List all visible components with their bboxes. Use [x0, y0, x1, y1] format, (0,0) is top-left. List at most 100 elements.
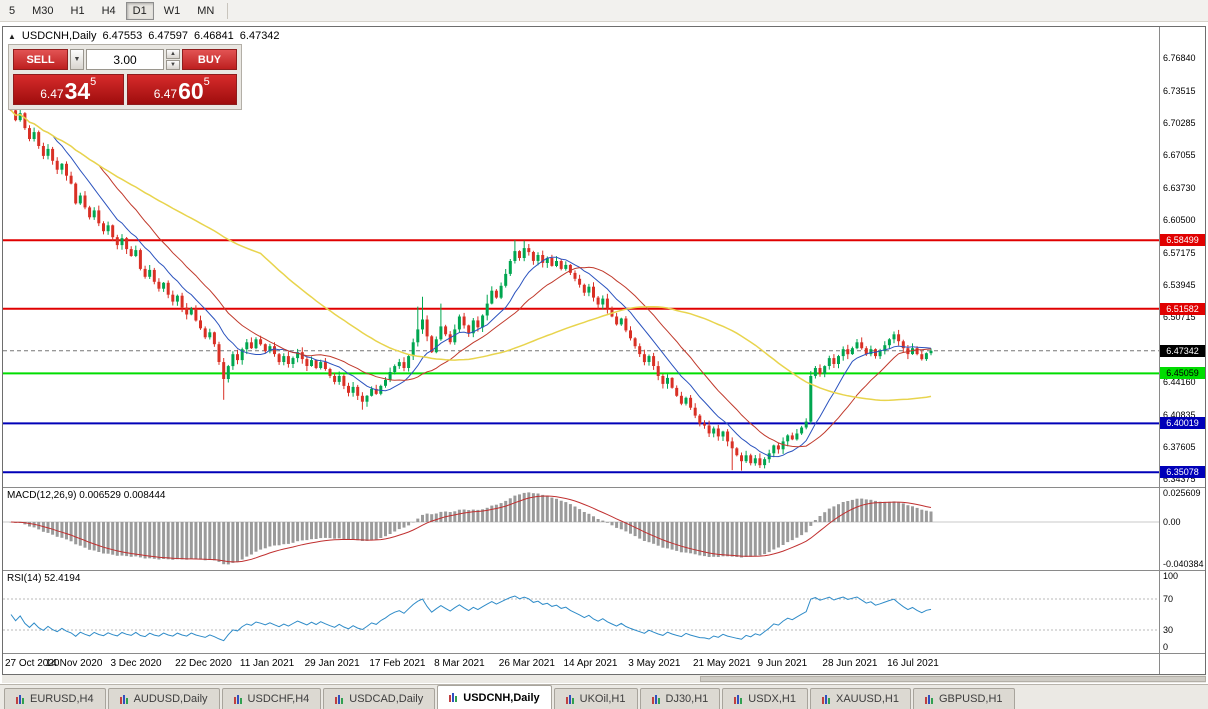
one-click-collapse-icon[interactable]: ▲ [8, 31, 16, 41]
buy-button[interactable]: BUY [182, 49, 237, 70]
price-tick-label: 6.76840 [1163, 53, 1196, 64]
price-tick-label: 6.50715 [1163, 312, 1196, 323]
pane-divider[interactable] [3, 570, 1205, 571]
chart-tab-gbpusd-h1[interactable]: GBPUSD,H1 [912, 688, 1015, 709]
macd-canvas [3, 492, 1159, 565]
timeframe-button-w1[interactable]: W1 [163, 4, 181, 17]
timeframe-button-d1[interactable]: D1 [125, 1, 154, 20]
macd-indicator-pane[interactable]: MACD(12,26,9) 0.006529 0.008444 [3, 488, 1159, 570]
chart-icon [16, 694, 24, 704]
volume-input[interactable] [86, 49, 164, 70]
volume-decrease-icon[interactable]: ▼ [166, 60, 180, 70]
date-tick-label: 14 Apr 2021 [563, 658, 618, 669]
chart-tab-label: EURUSD,H4 [30, 693, 94, 705]
buy-price-pips: 60 [178, 78, 204, 104]
price-axis: 6.76840 6.73515 6.70285 6.67055 6.63730 6.605… [1160, 27, 1205, 487]
candle-bodies [9, 106, 933, 466]
date-tick-label: 28 Jun 2021 [822, 658, 878, 669]
chart-tab-label: DJ30,H1 [665, 693, 709, 705]
timeframe-toolbar: 5 M30 H1 H4 D1 W1 MN [0, 0, 1208, 22]
chart-tab-label: GBPUSD,H1 [938, 693, 1003, 705]
chart-tab-label: XAUUSD,H1 [835, 693, 899, 705]
date-tick-label: 21 May 2021 [692, 658, 751, 669]
macd-tick-label: 0.025609 [1163, 488, 1201, 498]
price-tick-label: 6.73515 [1163, 86, 1196, 97]
date-tick-label: 3 Dec 2020 [110, 658, 162, 669]
sell-price-box[interactable]: 6.47 34 5 [13, 74, 124, 105]
chart-icon [651, 694, 660, 704]
chart-icon [119, 694, 128, 704]
macd-tick-label: -0.040384 [1163, 559, 1204, 569]
chart-tab-label: USDCNH,Daily [463, 691, 540, 704]
date-tick-label: 16 Jul 2021 [887, 658, 939, 669]
toolbar-separator [227, 2, 229, 19]
price-tick-label: 6.57175 [1163, 248, 1196, 259]
rsi-tick-label: 100 [1163, 571, 1179, 581]
sell-price-point: 5 [90, 76, 97, 88]
volume-dropdown-icon[interactable]: ▼ [70, 49, 84, 70]
price-tick-label: 6.37605 [1163, 442, 1196, 453]
chart-tab-xauusd-h1[interactable]: XAUUSD,H1 [809, 688, 911, 709]
macd-label: MACD(12,26,9) 0.006529 0.008444 [7, 490, 166, 501]
chart-icon [821, 694, 830, 704]
chart-icon [233, 694, 242, 704]
volume-increase-icon[interactable]: ▲ [166, 49, 180, 59]
buy-price-box[interactable]: 6.47 60 5 [126, 74, 237, 105]
buy-price-prefix: 6.47 [153, 87, 178, 101]
chart-icon [924, 694, 933, 704]
chart-tab-ukoil-h1[interactable]: UKOil,H1 [553, 688, 638, 709]
timeframe-button-m30[interactable]: M30 [32, 4, 54, 17]
timeframe-button-5[interactable]: 5 [9, 4, 16, 17]
horizontal-scrollbar[interactable] [2, 675, 1206, 683]
price-chart[interactable]: ▲ USDCNH,Daily 6.47553 6.47597 6.46841 6… [3, 27, 1159, 487]
candlestick-canvas[interactable] [3, 27, 1159, 487]
level-price-badge: 6.45059 [1160, 367, 1205, 380]
axis-separator [1159, 27, 1160, 674]
timeframe-button-mn[interactable]: MN [197, 4, 215, 17]
date-tick-label: 29 Jan 2021 [304, 658, 360, 669]
chart-tab-dj30-h1[interactable]: DJ30,H1 [639, 688, 721, 709]
chart-tab-usdchf-h4[interactable]: USDCHF,H4 [221, 688, 322, 709]
chart-tab-bar: EURUSD,H4 AUDUSD,Daily USDCHF,H4 USDCAD,Dai… [0, 684, 1208, 709]
timeframe-button-h1[interactable]: H1 [70, 4, 85, 17]
chart-tab-label: USDX,H1 [748, 693, 796, 705]
chart-tab-audusd-daily[interactable]: AUDUSD,Daily [107, 688, 220, 709]
rsi-canvas [3, 595, 1159, 642]
chart-tab-usdx-h1[interactable]: USDX,H1 [722, 688, 808, 709]
date-tick-label: 9 Jun 2021 [757, 658, 808, 669]
price-tick-label: 6.44160 [1163, 377, 1196, 388]
date-axis: 27 Oct 2020 14 Nov 2020 3 Dec 2020 22 Dec 2… [3, 654, 1159, 674]
date-tick-label: 27 Oct 2020 [5, 658, 60, 669]
rsi-label: RSI(14) 52.4194 [7, 573, 81, 584]
price-tick-label: 6.34375 [1163, 474, 1196, 485]
chart-tab-usdcnh-daily[interactable]: USDCNH,Daily [437, 685, 552, 709]
buy-price-point: 5 [203, 76, 210, 88]
scrollbar-thumb[interactable] [700, 676, 1206, 682]
price-tick-label: 6.60500 [1163, 215, 1196, 226]
price-tick-label: 6.67055 [1163, 150, 1196, 161]
price-tick-label: 6.53945 [1163, 280, 1196, 291]
timeframe-button-h4[interactable]: H4 [101, 4, 116, 17]
date-tick-label: 3 May 2021 [628, 658, 681, 669]
sell-button[interactable]: SELL [13, 49, 68, 70]
rsi-indicator-pane[interactable]: RSI(14) 52.4194 [3, 571, 1159, 653]
rsi-tick-label: 0 [1163, 642, 1169, 652]
chart-tab-eurusd-h4[interactable]: EURUSD,H4 [4, 688, 106, 709]
chart-window: ▲ USDCNH,Daily 6.47553 6.47597 6.46841 6… [2, 26, 1206, 675]
date-tick-label: 14 Nov 2020 [45, 658, 103, 669]
one-click-trading-panel: SELL ▼ ▲ ▼ BUY 6.47 34 5 6.47 60 5 [8, 44, 242, 110]
chart-icon [335, 694, 344, 704]
close-value: 6.47342 [239, 30, 280, 42]
chart-tab-usdcad-daily[interactable]: USDCAD,Daily [323, 688, 436, 709]
price-tick-label: 6.63730 [1163, 183, 1196, 194]
sell-price-prefix: 6.47 [40, 87, 64, 101]
chart-tab-label: USDCHF,H4 [247, 693, 310, 705]
pane-divider [3, 653, 1205, 654]
level-price-badge: 6.40019 [1160, 417, 1205, 430]
chart-tab-label: USDCAD,Daily [349, 693, 424, 705]
chart-ohlc-header: ▲ USDCNH,Daily 6.47553 6.47597 6.46841 6… [8, 30, 280, 42]
candle-wicks [10, 98, 932, 471]
chart-tab-label: AUDUSD,Daily [133, 693, 208, 705]
chart-tab-label: UKOil,H1 [579, 693, 626, 705]
pane-divider[interactable] [3, 487, 1205, 488]
